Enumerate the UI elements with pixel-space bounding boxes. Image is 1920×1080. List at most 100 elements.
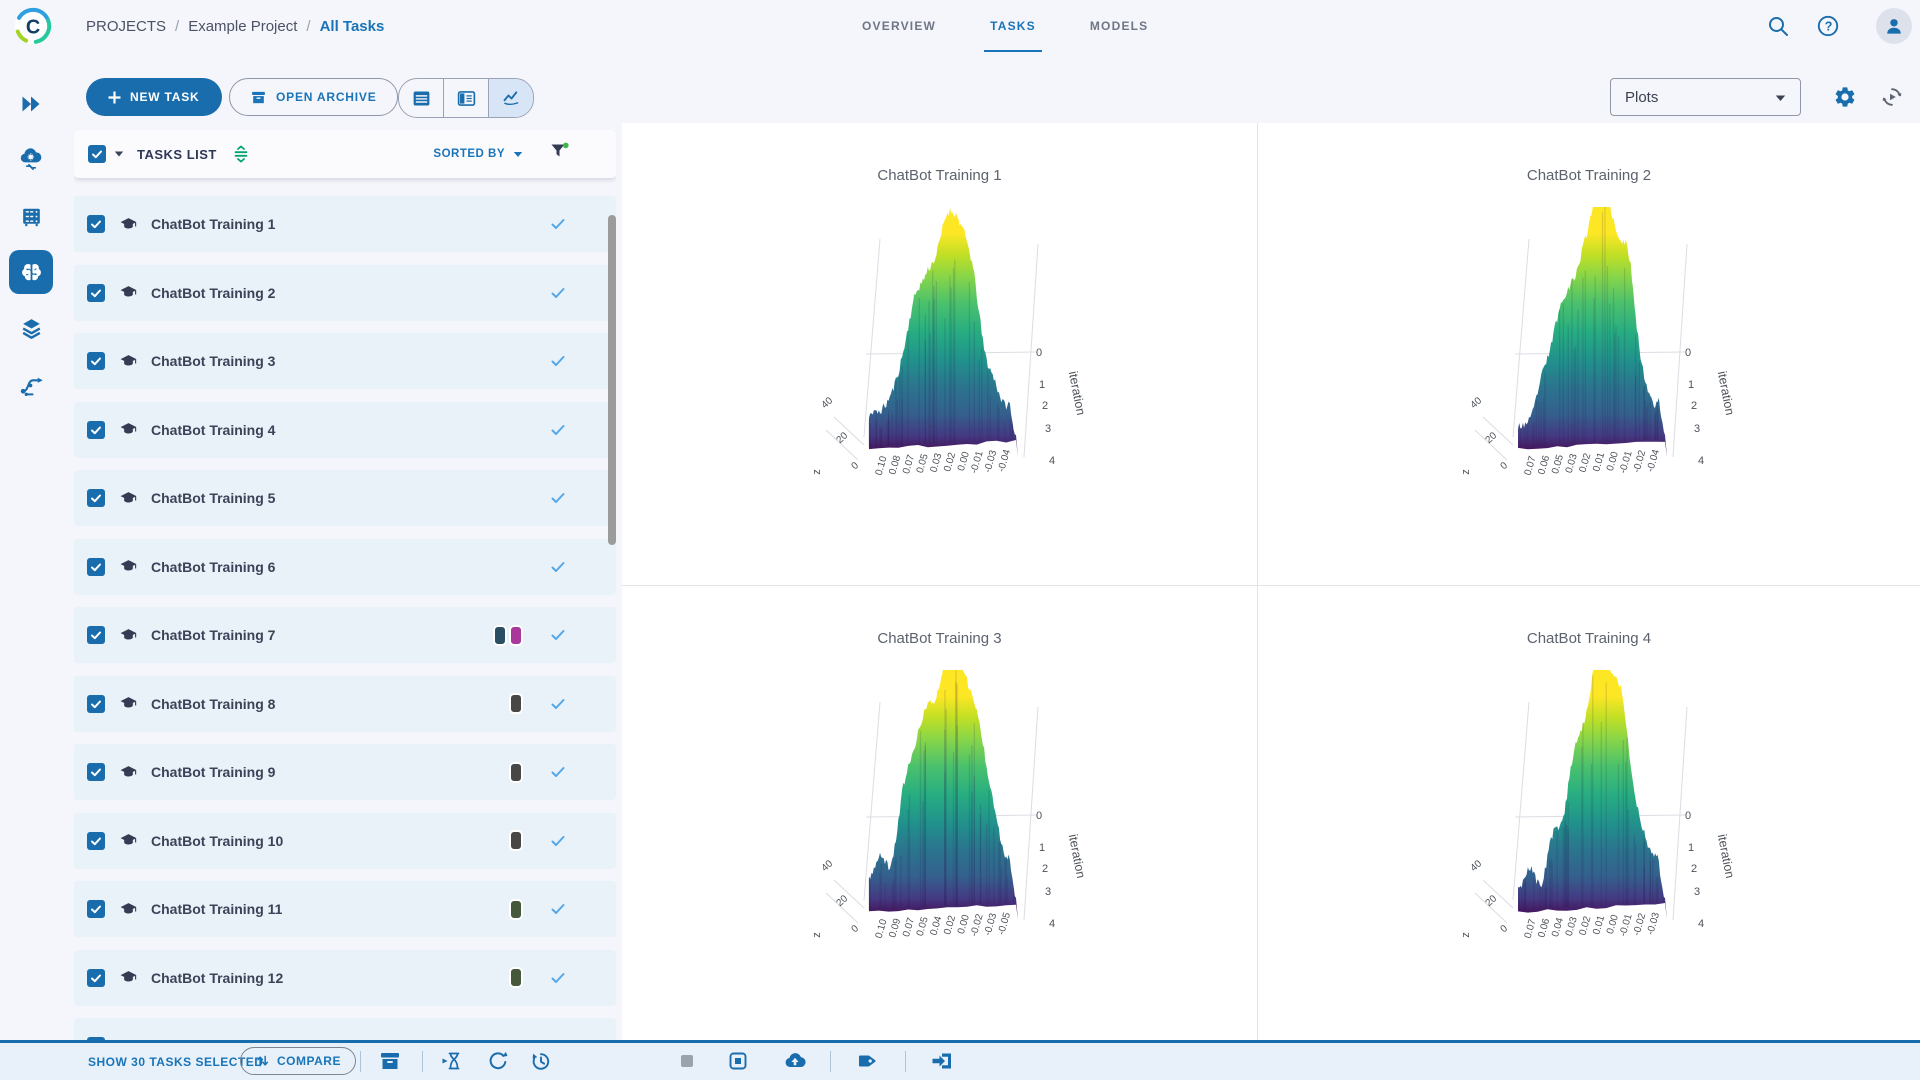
plot-panel-cell: ChatBot Training 4 0.07 0.06 0.04 0.03 0.02 0.… (1258, 586, 1920, 1043)
breadcrumb-current[interactable]: All Tasks (319, 17, 385, 35)
task-status-completed-icon (551, 493, 565, 503)
sidebar-item-workers-queues[interactable] (9, 194, 53, 238)
svg-text:C: C (26, 17, 40, 39)
user-avatar[interactable] (1876, 8, 1912, 44)
task-checkbox[interactable] (87, 968, 105, 987)
plot-tick-label: 0.07 (1523, 455, 1539, 477)
surface-plot[interactable]: 0.070.060.050.030.020.010.00-0.01-0.02-0… (1349, 207, 1829, 539)
task-row[interactable]: ChatBot Training 4 (74, 401, 616, 458)
plot-tick-label: 0.03 (1564, 915, 1580, 937)
plot-tick-label: 0 (1685, 810, 1691, 822)
plot-tick-label: 0.07 (1523, 918, 1539, 940)
layers-icon (22, 318, 40, 339)
task-row[interactable]: ChatBot Training 7 (74, 607, 616, 663)
plot-tick-label: 0.02 (942, 914, 958, 936)
auto-refresh-icon[interactable] (1880, 85, 1904, 109)
plot-tick-label: 0.03 (928, 452, 944, 474)
publish-button[interactable] (783, 1049, 807, 1073)
surface-plot[interactable]: 0.100.080.070.050.030.020.00-0.01-0.03-0… (700, 207, 1180, 539)
task-checkbox[interactable] (87, 900, 105, 918)
plot-tick-label: 2 (1042, 863, 1048, 875)
plot-tick-label: 0.04 (928, 915, 944, 937)
tab-models[interactable]: MODELS (1089, 19, 1149, 33)
sidebar-item-pipelines[interactable] (9, 363, 53, 407)
task-checkbox[interactable] (87, 283, 105, 302)
task-checkbox[interactable] (87, 420, 105, 439)
abort-all-children-button[interactable] (726, 1049, 750, 1073)
sidebar-item-models[interactable] (9, 306, 53, 350)
help-icon[interactable]: ? (1816, 14, 1840, 38)
add-tag-button[interactable] (856, 1049, 880, 1073)
task-checkbox[interactable] (87, 763, 105, 781)
move-to-project-button[interactable] (930, 1049, 954, 1073)
abort-square-icon (681, 1055, 693, 1067)
task-row[interactable]: ChatBot Training 2 (74, 264, 616, 321)
archive-button[interactable] (378, 1049, 402, 1073)
view-table-button[interactable] (399, 79, 443, 117)
task-row[interactable]: ChatBot Training 10 (74, 812, 616, 869)
select-all-checkbox[interactable] (88, 145, 106, 163)
task-row[interactable]: ChatBot Training 3 (74, 333, 616, 389)
footer-divider (360, 1051, 361, 1072)
open-archive-button[interactable]: OPEN ARCHIVE (229, 78, 398, 116)
tab-tasks[interactable]: TASKS (984, 0, 1042, 52)
plot-tick-label: -0.04 (996, 448, 1013, 473)
task-row[interactable]: ChatBot Training 8 (74, 675, 616, 732)
task-name: ChatBot Training 4 (151, 421, 276, 438)
task-checkbox[interactable] (87, 831, 105, 850)
task-row[interactable]: ChatBot Training 12 (74, 949, 616, 1006)
plot-panel-cell: ChatBot Training 3 0.10 0.09 0.07 0.05 0.04 0.… (622, 586, 1257, 1043)
retry-button[interactable] (486, 1049, 510, 1073)
selection-caret-icon[interactable] (114, 150, 124, 158)
clearml-logo-icon[interactable]: C (14, 7, 52, 45)
show-selected-link[interactable]: SHOW 30 TASKS SELECTED (88, 1054, 264, 1069)
surface-plot[interactable]: 0.070.060.040.030.020.010.00-0.01-0.02-0… (1349, 670, 1829, 1002)
plot-tick-label: 4 (1698, 455, 1704, 467)
sidebar-item-datasets[interactable] (9, 136, 53, 180)
view-chart-button[interactable] (488, 79, 533, 117)
task-checkbox[interactable] (87, 626, 105, 644)
training-task-type-icon (120, 217, 137, 228)
plot-panel-cell: ChatBot Training 2 0.07 0.06 0.05 0.03 0.02 0.… (1258, 123, 1920, 585)
settings-gear-icon[interactable] (1833, 85, 1857, 109)
customize-columns-icon[interactable] (231, 144, 251, 164)
filter-button[interactable] (549, 142, 570, 166)
task-checkbox[interactable] (87, 215, 105, 233)
plot-tick-label: 0.00 (955, 450, 971, 472)
tasks-list-scrollbar[interactable] (608, 215, 616, 545)
new-task-button[interactable]: NEW TASK (86, 78, 222, 116)
sidebar-item-projects[interactable] (9, 250, 53, 294)
surface-plot[interactable]: 0.100.090.070.050.040.020.00-0.02-0.03-0… (700, 670, 1180, 1002)
check-icon (91, 905, 101, 914)
compare-button[interactable]: COMPARE (240, 1047, 356, 1075)
enqueue-button[interactable] (441, 1049, 465, 1073)
plot-tick-label: 0.05 (914, 452, 930, 474)
task-row[interactable]: ChatBot Training 5 (74, 470, 616, 526)
task-checkbox[interactable] (87, 489, 105, 507)
task-row-partial[interactable] (74, 1018, 616, 1043)
task-name: ChatBot Training 5 (151, 490, 276, 506)
search-icon[interactable] (1766, 14, 1790, 38)
task-row[interactable]: ChatBot Training 1 (74, 196, 616, 252)
check-icon (91, 563, 101, 571)
training-task-type-icon (120, 423, 137, 434)
reset-history-button[interactable] (529, 1049, 553, 1073)
check-icon (91, 700, 101, 708)
plot-tick-label: 3 (1694, 423, 1700, 435)
breadcrumb-project-name[interactable]: Example Project (188, 17, 298, 35)
sorted-by-dropdown[interactable]: SORTED BY (433, 148, 523, 160)
plot-tick-label: 0.00 (1605, 450, 1621, 472)
breadcrumb-projects[interactable]: PROJECTS (86, 17, 167, 35)
tab-overview[interactable]: OVERVIEW (862, 19, 937, 33)
task-checkbox[interactable] (87, 557, 105, 576)
metric-dropdown[interactable]: Plots (1610, 78, 1801, 116)
plot-tick-label: 0 (1036, 347, 1042, 359)
task-checkbox[interactable] (87, 352, 105, 370)
task-checkbox[interactable] (87, 694, 105, 713)
sidebar-item-getting-started[interactable] (9, 82, 53, 126)
task-row[interactable]: ChatBot Training 9 (74, 744, 616, 800)
task-status-completed-icon (551, 630, 565, 640)
task-row[interactable]: ChatBot Training 11 (74, 881, 616, 937)
task-row[interactable]: ChatBot Training 6 (74, 538, 616, 595)
view-split-button[interactable] (443, 79, 488, 117)
